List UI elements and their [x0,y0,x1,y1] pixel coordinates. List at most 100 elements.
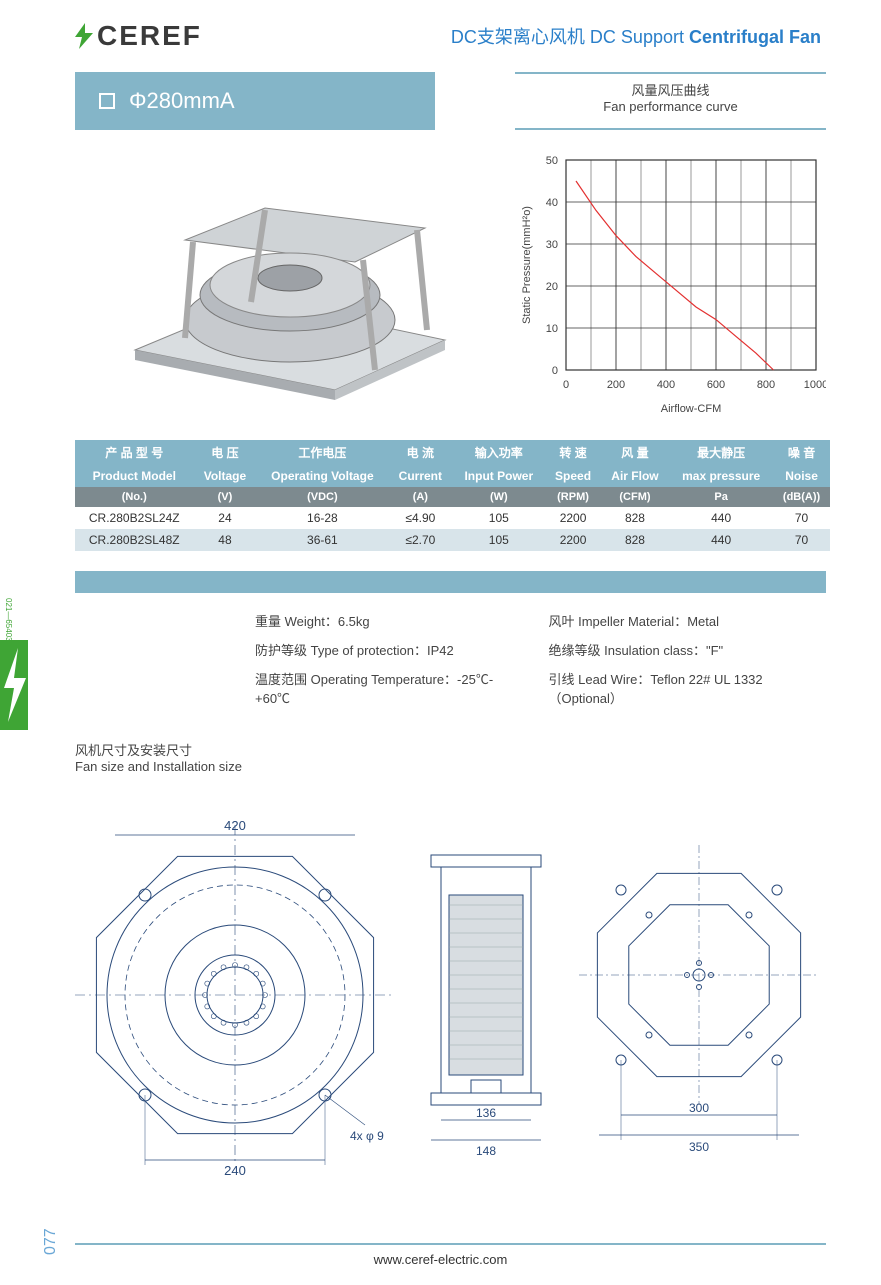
dim-front-view: 420 4x φ 9 240 [75,795,391,1175]
svg-text:10: 10 [545,323,557,335]
table-header: 产 品 型 号 [75,440,194,465]
svg-text:420: 420 [224,818,246,833]
table-header: 噪 音 [773,440,830,465]
table-header: 工作电压 [256,440,388,465]
table-header: Current [388,465,452,487]
table-row: CR.280B2SL24Z2416-28≤4.90105220082844070 [75,507,830,529]
table-header: 最大静压 [669,440,773,465]
table-cell: 36-61 [256,529,388,551]
table-cell: 105 [452,507,545,529]
table-header: Pa [669,487,773,507]
table-header: (W) [452,487,545,507]
dim-side-view: 136 148 [401,795,569,1175]
table-header: Operating Voltage [256,465,388,487]
page-number: 077 [42,1228,60,1255]
curve-title-en: Fan performance curve [515,99,826,114]
svg-text:200: 200 [606,379,624,391]
performance-chart: 0200400600800100001020304050Airflow-CFMS… [515,150,826,420]
info-protection: 防护等级 Type of protection：IP42 [255,640,509,659]
svg-text:148: 148 [476,1144,496,1158]
table-row: CR.280B2SL48Z4836-61≤2.70105220082844070 [75,529,830,551]
table-header: Air Flow [601,465,669,487]
spec-table: 产 品 型 号电 压工作电压电 流输入功率转 速风 量最大静压噪 音 Produ… [75,440,830,551]
svg-text:20: 20 [545,281,557,293]
table-cell: CR.280B2SL48Z [75,529,194,551]
model-label: Φ280mmA [129,88,235,114]
table-header: Input Power [452,465,545,487]
table-cell: 24 [194,507,257,529]
table-header: (dB(A)) [773,487,830,507]
table-cell: 70 [773,529,830,551]
svg-text:300: 300 [689,1101,709,1115]
svg-text:0: 0 [562,379,568,391]
table-cell: 2200 [545,529,600,551]
header-title: DC支架离心风机 DC Support Centrifugal Fan [451,23,821,49]
title-row: Φ280mmA 风量风压曲线 Fan performance curve [75,72,826,130]
svg-text:1000: 1000 [803,379,825,391]
table-cell: ≤4.90 [388,507,452,529]
table-header: Speed [545,465,600,487]
square-icon [99,93,115,109]
dim-title: 风机尺寸及安装尺寸 Fan size and Installation size [75,740,826,774]
svg-text:Static Pressure(mmH²o): Static Pressure(mmH²o) [521,206,533,324]
svg-text:0: 0 [551,365,557,377]
dim-mount-view: 300 350 [579,795,826,1175]
table-cell: 2200 [545,507,600,529]
side-tag [0,640,28,730]
svg-text:400: 400 [656,379,674,391]
table-header: (A) [388,487,452,507]
page-header: CEREF DC支架离心风机 DC Support Centrifugal Fa… [0,0,881,62]
footer-url: www.ceref-electric.com [0,1252,881,1267]
svg-text:600: 600 [706,379,724,391]
table-header: (No.) [75,487,194,507]
table-cell: 48 [194,529,257,551]
curve-title-cn: 风量风压曲线 [515,80,826,99]
table-header: Voltage [194,465,257,487]
table-header: Product Model [75,465,194,487]
svg-text:136: 136 [476,1106,496,1120]
svg-text:350: 350 [689,1140,709,1154]
table-header: (V) [194,487,257,507]
svg-text:40: 40 [545,197,557,209]
table-cell: 440 [669,507,773,529]
logo: CEREF [75,20,202,52]
table-cell: 105 [452,529,545,551]
table-header: (VDC) [256,487,388,507]
info-weight: 重量 Weight：6.5kg [255,611,509,630]
info-box: 重量 Weight：6.5kg 风叶 Impeller Material：Met… [75,593,826,725]
table-header: 电 压 [194,440,257,465]
bolt-icon [75,23,93,49]
table-header: 输入功率 [452,440,545,465]
product-render [75,150,475,410]
model-title-box: Φ280mmA [75,72,435,130]
info-impeller: 风叶 Impeller Material：Metal [549,611,803,630]
table-cell: 828 [601,507,669,529]
table-header: (CFM) [601,487,669,507]
curve-label-box: 风量风压曲线 Fan performance curve [515,72,826,130]
table-cell: 70 [773,507,830,529]
table-header: 风 量 [601,440,669,465]
table-cell: 16-28 [256,507,388,529]
table-header: (RPM) [545,487,600,507]
upper-section: 0200400600800100001020304050Airflow-CFMS… [75,150,826,420]
table-header: Noise [773,465,830,487]
info-insulation: 绝缘等级 Insulation class："F" [549,640,803,659]
table-header: 转 速 [545,440,600,465]
table-cell: CR.280B2SL24Z [75,507,194,529]
table-header: max pressure [669,465,773,487]
dimension-drawings: 420 4x φ 9 240 136 148 300 350 [75,780,826,1190]
info-lead: 引线 Lead Wire：Teflon 22# UL 1332（Optional… [549,669,803,707]
svg-text:50: 50 [545,155,557,167]
table-header: 电 流 [388,440,452,465]
footer-line [75,1243,826,1245]
svg-text:30: 30 [545,239,557,251]
info-temperature: 温度范围 Operating Temperature：-25℃-+60℃ [255,669,509,707]
svg-text:240: 240 [224,1163,246,1175]
table-cell: 440 [669,529,773,551]
svg-text:800: 800 [756,379,774,391]
info-bar [75,571,826,593]
svg-text:4x φ 9: 4x φ 9 [350,1129,384,1143]
table-cell: ≤2.70 [388,529,452,551]
logo-text: CEREF [97,20,202,52]
table-cell: 828 [601,529,669,551]
